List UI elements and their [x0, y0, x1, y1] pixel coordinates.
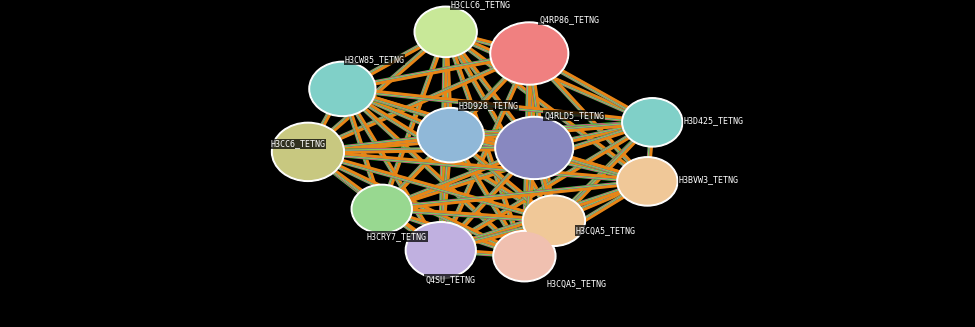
Ellipse shape [495, 116, 573, 180]
Text: Q4SU_TETNG: Q4SU_TETNG [425, 275, 475, 284]
Ellipse shape [417, 108, 484, 163]
Ellipse shape [493, 231, 556, 282]
Ellipse shape [619, 159, 676, 204]
Ellipse shape [523, 195, 585, 246]
Text: H3CRY7_TETNG: H3CRY7_TETNG [367, 232, 427, 241]
Text: H3D928_TETNG: H3D928_TETNG [458, 101, 519, 110]
Ellipse shape [622, 98, 682, 147]
Ellipse shape [309, 61, 375, 116]
Ellipse shape [624, 100, 681, 145]
Ellipse shape [272, 122, 344, 181]
Text: H3D425_TETNG: H3D425_TETNG [683, 116, 744, 125]
Ellipse shape [351, 184, 412, 233]
Text: H3CW85_TETNG: H3CW85_TETNG [344, 55, 405, 64]
Ellipse shape [495, 232, 554, 280]
Ellipse shape [311, 63, 373, 114]
Ellipse shape [497, 118, 571, 178]
Text: H3CLC6_TETNG: H3CLC6_TETNG [450, 0, 511, 9]
Ellipse shape [419, 110, 482, 161]
Ellipse shape [408, 224, 474, 277]
Ellipse shape [353, 186, 410, 232]
Ellipse shape [490, 22, 568, 85]
Ellipse shape [414, 6, 477, 58]
Ellipse shape [525, 197, 583, 244]
Ellipse shape [617, 157, 678, 206]
Text: Q4RP86_TETNG: Q4RP86_TETNG [539, 15, 600, 25]
Ellipse shape [274, 124, 342, 180]
Text: H3CQA5_TETNG: H3CQA5_TETNG [546, 279, 606, 288]
Text: H3CC6_TETNG: H3CC6_TETNG [270, 140, 326, 148]
Text: H3BVW3_TETNG: H3BVW3_TETNG [679, 175, 739, 184]
Ellipse shape [492, 24, 566, 83]
Ellipse shape [416, 8, 475, 56]
Text: H3CQA5_TETNG: H3CQA5_TETNG [575, 226, 636, 235]
Text: Q4RLD5_TETNG: Q4RLD5_TETNG [544, 111, 604, 120]
Ellipse shape [406, 222, 476, 279]
